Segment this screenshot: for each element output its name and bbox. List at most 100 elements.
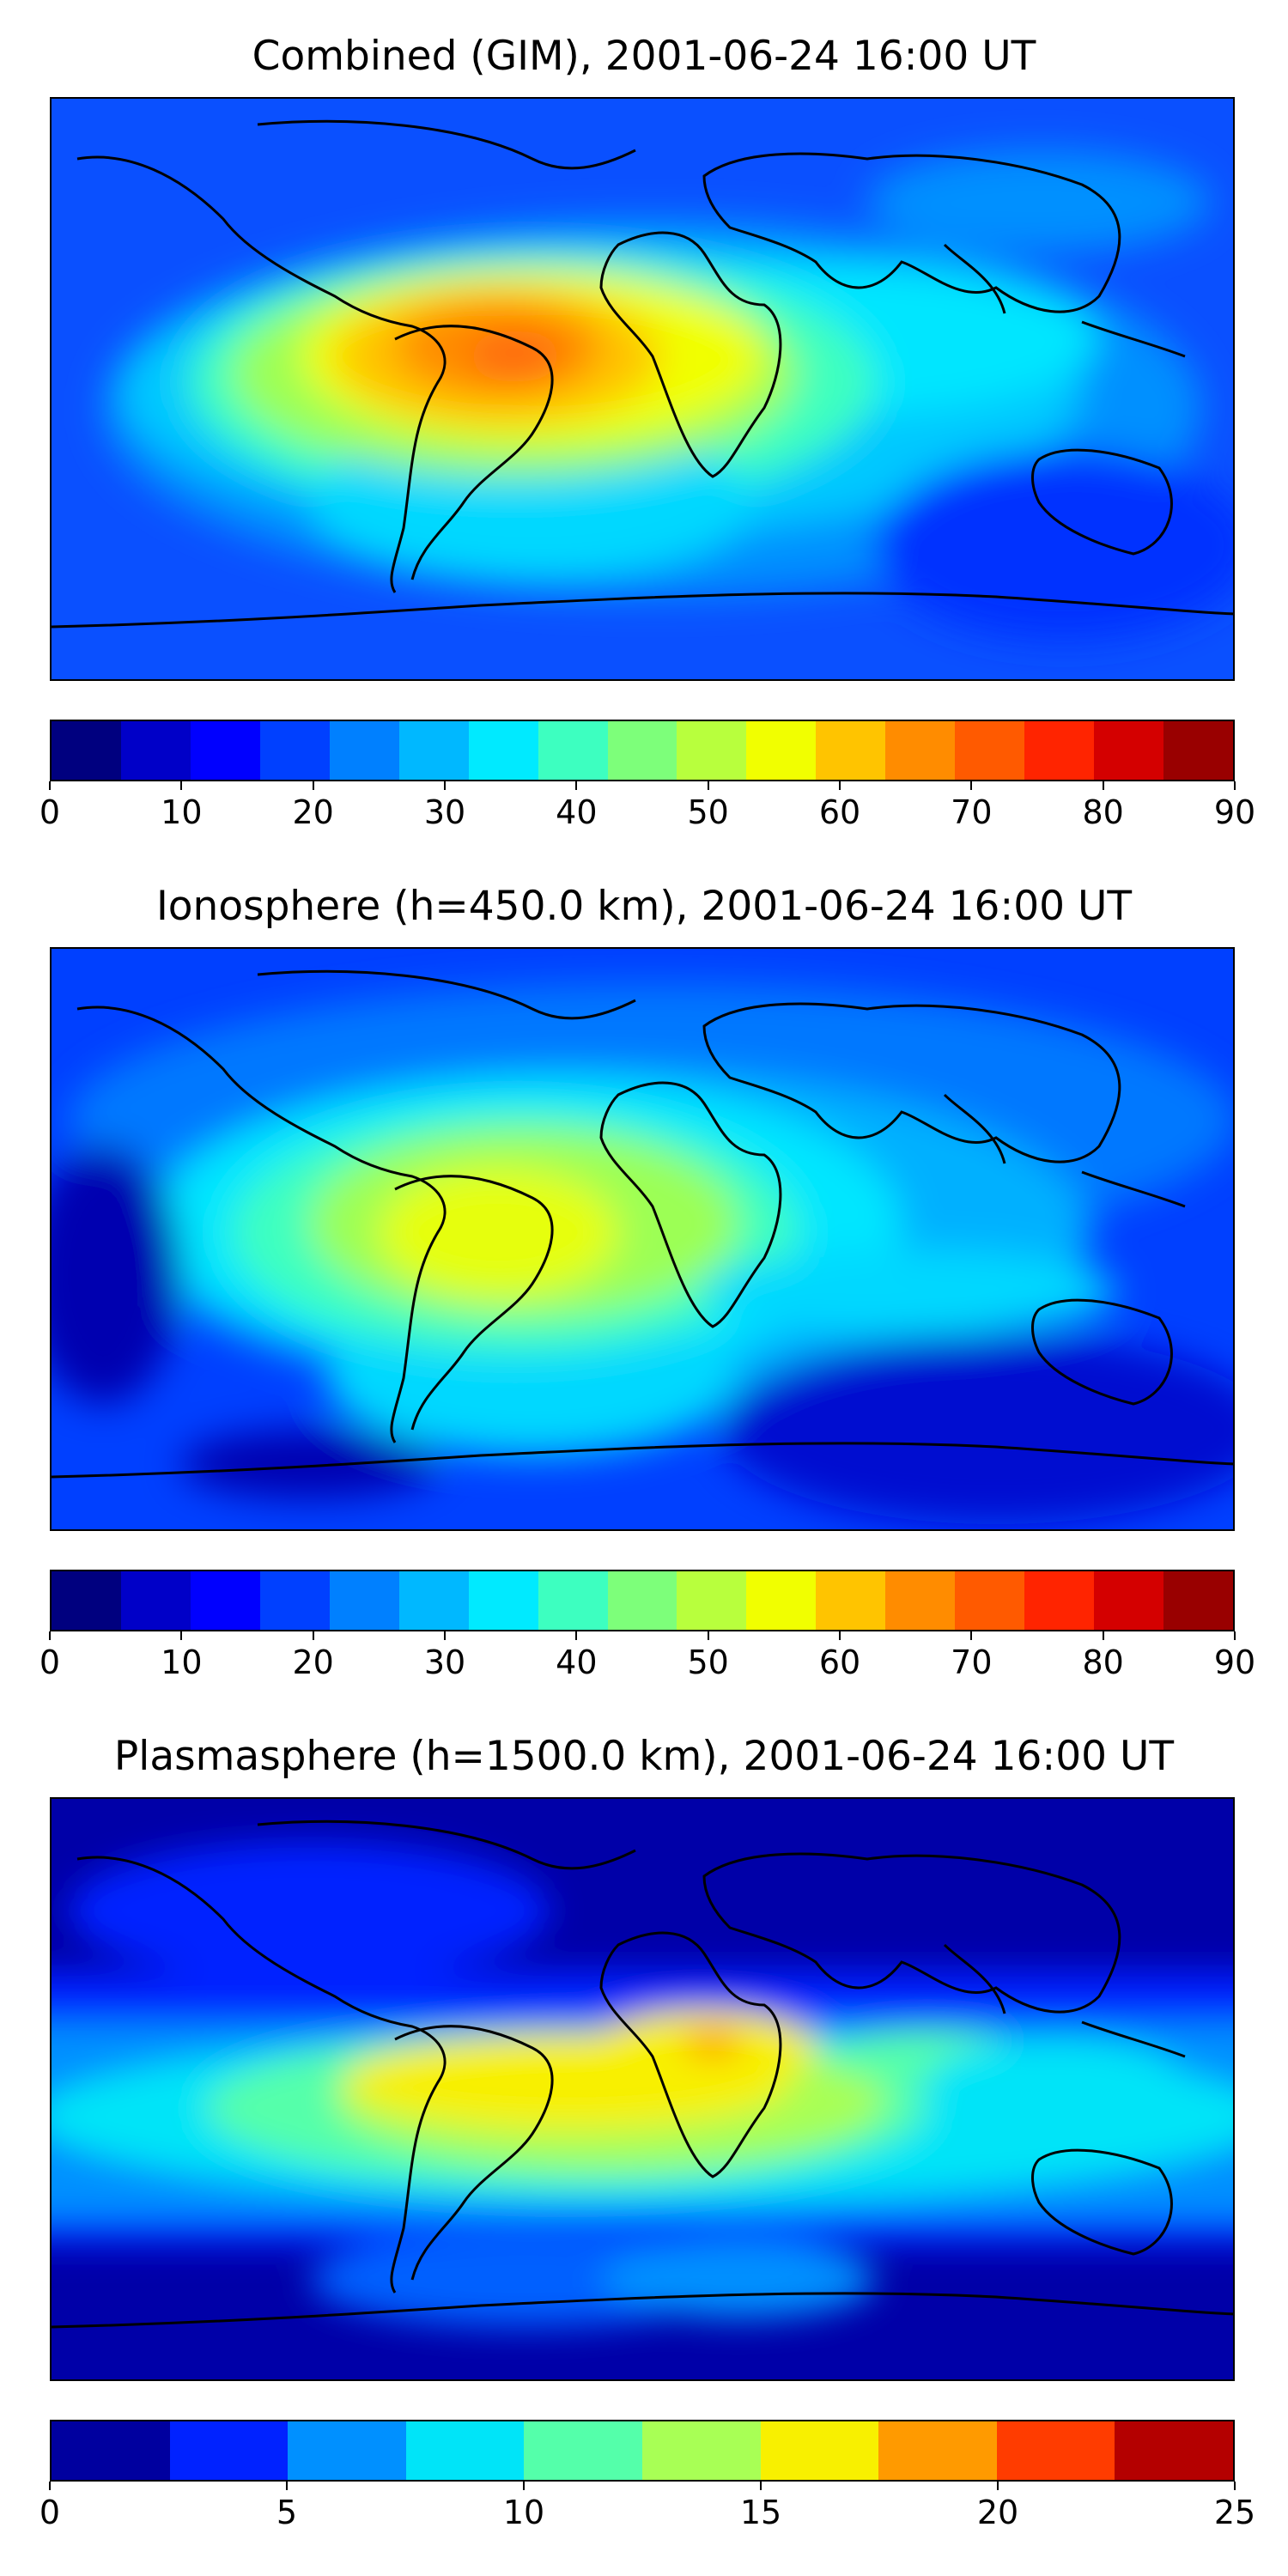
colorbar-segment (190, 1571, 260, 1630)
colorbar-segment (398, 721, 469, 780)
colorbar-segment (816, 1571, 886, 1630)
colorbar-segment (52, 721, 121, 780)
colorbar-tick-label: 10 (502, 2494, 545, 2531)
colorbar-tick-mark (760, 2482, 762, 2490)
plasmasphere-map-title: Plasmasphere (h=1500.0 km), 2001-06-24 1… (113, 1733, 1175, 1780)
colorbar-tick-label: 80 (1082, 1643, 1124, 1681)
colorbar-tick-label: 0 (39, 1643, 61, 1681)
colorbar-segment (746, 1571, 817, 1630)
colorbar-segment (746, 721, 817, 780)
colorbar-tick-label: 50 (687, 1643, 729, 1681)
colorbar-tick-mark (575, 781, 578, 790)
colorbar-tick-mark (1234, 1631, 1236, 1640)
tec-field (52, 983, 1233, 1524)
coastlines (52, 119, 1233, 629)
colorbar-tick-label: 15 (739, 2494, 782, 2531)
colorbar-tick-label: 20 (976, 2494, 1019, 2531)
colorbar-segment (677, 721, 747, 780)
colorbar-tick-mark (997, 2482, 999, 2490)
ionosphere-map-plot (52, 949, 1233, 1529)
colorbar-tick-mark (839, 1631, 841, 1640)
plasmasphere-map (50, 1797, 1235, 2381)
colorbar-segment (955, 1571, 1025, 1630)
colorbar-segment (1163, 721, 1233, 780)
colorbar-segment (607, 1571, 677, 1630)
colorbar-segment (169, 2421, 289, 2480)
colorbar-tick-label: 40 (556, 793, 598, 831)
colorbar-segment (120, 721, 191, 780)
colorbar-segment (52, 2421, 170, 2480)
ionosphere-colorbar (50, 1570, 1235, 1631)
colorbar-tick-label: 10 (161, 1643, 203, 1681)
coastlines (52, 969, 1233, 1479)
combined-colorbar (50, 720, 1235, 781)
coastlines (52, 1820, 1233, 2329)
colorbar-tick-label: 50 (687, 793, 729, 831)
colorbar-tick-label: 80 (1082, 793, 1124, 831)
colorbar-tick-label: 70 (951, 1643, 993, 1681)
colorbar-tick-label: 30 (423, 793, 466, 831)
colorbar-segment (524, 2421, 642, 2480)
colorbar-segment (468, 1571, 538, 1630)
colorbar-tick-label: 0 (39, 2494, 61, 2531)
colorbar-segment (52, 1571, 121, 1630)
colorbar-tick-mark (707, 781, 709, 790)
colorbar-tick-label: 30 (423, 1643, 466, 1681)
colorbar-tick-mark (1102, 1631, 1104, 1640)
colorbar-tick-label: 90 (1213, 793, 1256, 831)
colorbar-tick-label: 40 (556, 1643, 598, 1681)
combined-map-title: Combined (GIM), 2001-06-24 16:00 UT (252, 33, 1036, 80)
colorbar-segment (816, 721, 886, 780)
tec-field (103, 150, 1233, 640)
ionosphere-map-title: Ionosphere (h=450.0 km), 2001-06-24 16:0… (155, 883, 1133, 930)
combined-map-plot (52, 99, 1233, 679)
combined-map (50, 97, 1235, 681)
colorbar-tick-label: 10 (161, 793, 203, 831)
colorbar-segment (405, 2421, 525, 2480)
colorbar-tick-mark (180, 781, 183, 790)
colorbar-tick-label: 20 (292, 793, 334, 831)
colorbar-tick-mark (49, 1631, 51, 1640)
colorbar-segment (885, 721, 956, 780)
colorbar-tick-mark (839, 781, 841, 790)
ionosphere-map (50, 947, 1235, 1531)
colorbar-tick-label: 70 (951, 793, 993, 831)
colorbar-tick-mark (444, 1631, 446, 1640)
colorbar-segment (1024, 721, 1095, 780)
colorbar-tick-label: 5 (276, 2494, 298, 2531)
colorbar-tick-label: 90 (1213, 1643, 1256, 1681)
plasmasphere-colorbar (50, 2420, 1235, 2482)
colorbar-segment (641, 2421, 761, 2480)
colorbar-tick-mark (970, 1631, 973, 1640)
colorbar-segment (878, 2421, 997, 2480)
colorbar-segment (1094, 721, 1163, 780)
colorbar-segment (190, 721, 260, 780)
colorbar-segment (996, 2421, 1115, 2480)
colorbar-segment (677, 1571, 747, 1630)
colorbar-tick-label: 20 (292, 1643, 334, 1681)
colorbar-segment (329, 1571, 399, 1630)
colorbar-tick-mark (312, 781, 314, 790)
colorbar-tick-mark (970, 781, 973, 790)
plasmasphere-map-plot (52, 1799, 1233, 2379)
colorbar-tick-label: 60 (818, 793, 861, 831)
colorbar-segment (538, 1571, 608, 1630)
colorbar-segment (885, 1571, 956, 1630)
colorbar-tick-mark (707, 1631, 709, 1640)
colorbar-tick-mark (1102, 781, 1104, 790)
colorbar-segment (120, 1571, 191, 1630)
colorbar-segment (955, 721, 1025, 780)
colorbar-tick-mark (575, 1631, 578, 1640)
colorbar-segment (1115, 2421, 1233, 2480)
colorbar-tick-label: 25 (1213, 2494, 1256, 2531)
colorbar-tick-mark (1234, 2482, 1236, 2490)
colorbar-segment (288, 2421, 406, 2480)
colorbar-tick-mark (523, 2482, 525, 2490)
colorbar-segment (538, 721, 608, 780)
colorbar-segment (1024, 1571, 1095, 1630)
colorbar-segment (760, 2421, 879, 2480)
colorbar-tick-label: 0 (39, 793, 61, 831)
colorbar-tick-mark (444, 781, 446, 790)
colorbar-tick-mark (286, 2482, 288, 2490)
colorbar-segment (607, 721, 677, 780)
